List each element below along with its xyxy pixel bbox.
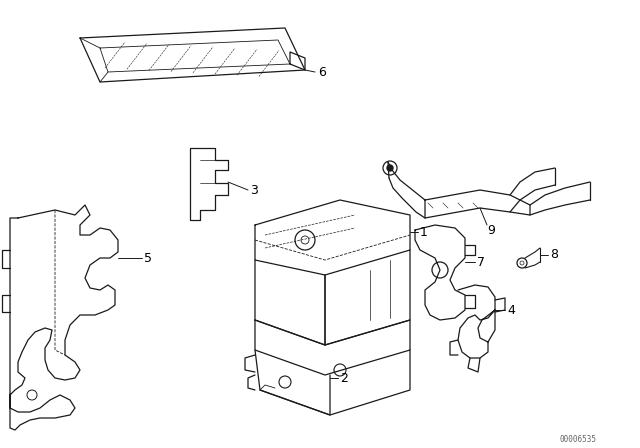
Text: 9: 9 — [487, 224, 495, 237]
Text: 00006535: 00006535 — [560, 435, 597, 444]
Text: 6: 6 — [318, 65, 326, 78]
Text: 2: 2 — [340, 371, 348, 384]
Circle shape — [387, 165, 393, 171]
Text: 1: 1 — [420, 225, 428, 238]
Text: 4: 4 — [507, 303, 515, 316]
Text: 7: 7 — [477, 255, 485, 268]
Text: 5: 5 — [144, 251, 152, 264]
Text: 8: 8 — [550, 249, 558, 262]
Text: 3: 3 — [250, 184, 258, 197]
